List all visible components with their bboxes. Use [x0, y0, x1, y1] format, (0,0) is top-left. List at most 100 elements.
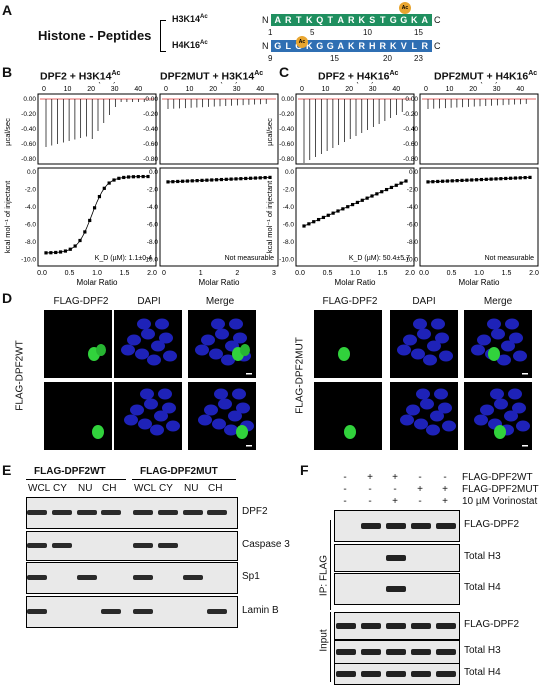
blot-band: [436, 523, 456, 529]
time-tick: 30: [233, 86, 241, 93]
y-tick-integrated: -8.0: [147, 239, 159, 246]
micrograph-tile: [314, 310, 382, 378]
time-tick: 20: [87, 86, 95, 93]
y-tick-integrated: -10.0: [279, 257, 294, 264]
input-bracket: [330, 612, 331, 682]
group-line-wt: [26, 479, 126, 480]
y-tick-raw: -0.60: [143, 141, 158, 148]
c-terminus: C: [434, 41, 441, 51]
itc-raw-frame: [37, 93, 157, 165]
dapi-nucleus: [512, 402, 526, 414]
residue: V: [400, 41, 407, 51]
dapi-nucleus: [491, 328, 505, 340]
blot-band: [411, 649, 431, 655]
n-terminus: N: [262, 41, 269, 51]
col-label-merge-right: Merge: [483, 296, 513, 307]
blot-band: [27, 575, 47, 580]
time-tick: 10: [322, 86, 330, 93]
panel-label-e: E: [2, 462, 12, 478]
blot-label: Total H4: [464, 667, 501, 678]
dapi-nucleus: [414, 418, 428, 430]
condition-sign: -: [343, 472, 347, 483]
time-tick: 30: [369, 86, 377, 93]
kd-annotation: K_D (µM): 50.4±5.7: [349, 255, 410, 262]
time-tick: 40: [392, 86, 400, 93]
peptide-name-h4k16: H4K16Ac: [172, 40, 208, 50]
western-blot-strip: [26, 497, 238, 529]
dapi-nucleus: [209, 348, 223, 360]
time-tick: 10: [64, 86, 72, 93]
molar-tick: 2.0: [405, 270, 415, 277]
blot-label: Lamin B: [242, 605, 279, 616]
dapi-nucleus: [137, 318, 151, 330]
blot-label: Total H3: [464, 645, 501, 656]
residue: G: [316, 41, 324, 51]
residue: G: [326, 41, 334, 51]
dapi-nucleus: [141, 328, 155, 340]
dapi-nucleus: [504, 410, 518, 422]
blot-band: [27, 543, 47, 548]
dapi-nucleus: [400, 414, 414, 426]
data-point: [268, 175, 272, 179]
residue: T: [380, 15, 386, 25]
blot-band: [77, 575, 97, 580]
residue: K: [348, 41, 355, 51]
itc-integrated-frame: [159, 167, 279, 267]
y-tick-integrated: -8.0: [283, 239, 295, 246]
dapi-nucleus: [163, 350, 177, 362]
dapi-nucleus: [195, 344, 209, 356]
blot-label: DPF2: [242, 506, 268, 517]
molar-tick: 1.5: [378, 270, 388, 277]
fit-curve: [167, 177, 271, 183]
molar-tick: 2.0: [529, 270, 539, 277]
lane-label: CH: [208, 483, 223, 494]
dapi-nucleus: [423, 354, 437, 366]
molar-axis-label: Molar Ratio: [459, 278, 500, 287]
lane-label: CH: [102, 483, 117, 494]
tick-23: 23: [414, 54, 423, 63]
col-label-flag-left: FLAG-DPF2: [53, 296, 109, 307]
dapi-nucleus: [505, 318, 519, 330]
blot-band: [411, 523, 431, 529]
n-terminus: N: [262, 15, 269, 25]
sequence-box: GLGKGGAKRHRKVLR: [270, 40, 432, 52]
blot-band: [336, 671, 356, 677]
dapi-nucleus: [218, 398, 232, 410]
y-axis-label-raw-right: µcal/sec: [265, 118, 274, 146]
molar-tick: 0.5: [447, 270, 457, 277]
itc-title-3: DPF2 + H4K16Ac: [318, 70, 399, 83]
molar-tick: 0: [162, 270, 166, 277]
dapi-nucleus: [130, 404, 144, 416]
y-tick-integrated: -4.0: [407, 204, 419, 211]
condition-sign: -: [393, 484, 397, 495]
y-tick-raw: -0.40: [403, 126, 418, 133]
dapi-nucleus: [236, 402, 250, 414]
y-tick-integrated: -2.0: [407, 187, 419, 194]
time-tick: 40: [256, 86, 264, 93]
kd-annotation: Not measurable: [485, 255, 535, 262]
group-label-wt: FLAG-DPF2WT: [34, 466, 106, 477]
dapi-nucleus: [435, 332, 449, 344]
lane-label: WCL: [134, 483, 157, 494]
dapi-nucleus: [508, 388, 522, 400]
time-tick: 10: [186, 86, 194, 93]
y-tick-integrated: -4.0: [25, 204, 37, 211]
y-tick-integrated: -6.0: [283, 222, 295, 229]
blot-label: FLAG-DPF2: [464, 519, 520, 530]
residue: K: [306, 15, 313, 25]
peptide-name-h3k14: H3K14Ac: [172, 14, 208, 24]
tick-5: 5: [310, 28, 315, 37]
dapi-nucleus: [204, 404, 218, 416]
dapi-nucleus: [155, 318, 169, 330]
dapi-nucleus: [501, 340, 515, 352]
itc-title-2: DPF2MUT + H3K14Ac: [160, 70, 264, 83]
residue: A: [274, 15, 282, 25]
molar-tick: 1.5: [502, 270, 512, 277]
dapi-nucleus: [144, 398, 158, 410]
fit-curve: [427, 177, 531, 183]
time-tick: 0: [42, 86, 46, 93]
dapi-nucleus: [480, 404, 494, 416]
y-tick-raw: 0.00: [23, 96, 36, 103]
condition-label: FLAG-DPF2WT: [462, 472, 533, 483]
condition-sign: -: [418, 496, 422, 507]
